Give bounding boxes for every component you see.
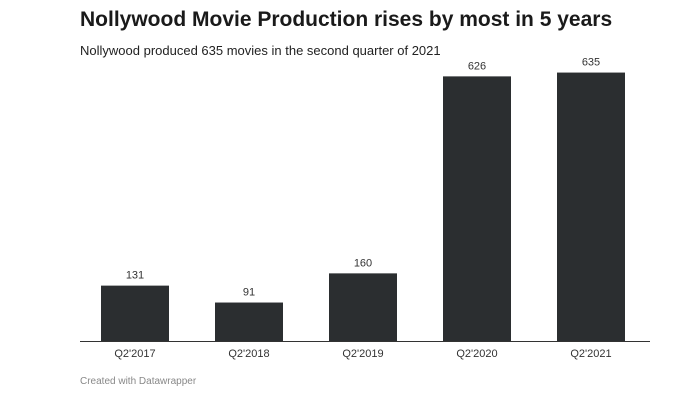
x-tick-label: Q2'2019 (342, 348, 383, 360)
x-tick-label: Q2'2020 (456, 348, 497, 360)
bar-value-label: 160 (354, 257, 372, 269)
bar (443, 76, 511, 341)
chart-title: Nollywood Movie Production rises by most… (80, 8, 613, 31)
bar-value-label: 626 (468, 60, 486, 72)
bar-value-label: 91 (243, 287, 255, 299)
x-tick-label: Q2'2017 (114, 348, 155, 360)
x-tick-label: Q2'2021 (570, 348, 611, 360)
bar-value-label: 635 (582, 57, 600, 69)
datawrapper-credit: Created with Datawrapper (80, 376, 197, 387)
chart-subtitle: Nollywood produced 635 movies in the sec… (80, 43, 441, 58)
bar-value-label: 131 (126, 270, 144, 282)
bars-layer: 131 Q2'2017 91 Q2'2018 160 Q2'2019 626 Q2'2020 6… (101, 57, 625, 360)
bar (215, 302, 283, 341)
bar (329, 273, 397, 341)
bar (101, 285, 169, 341)
bar (557, 72, 625, 342)
x-tick-label: Q2'2018 (228, 348, 269, 360)
